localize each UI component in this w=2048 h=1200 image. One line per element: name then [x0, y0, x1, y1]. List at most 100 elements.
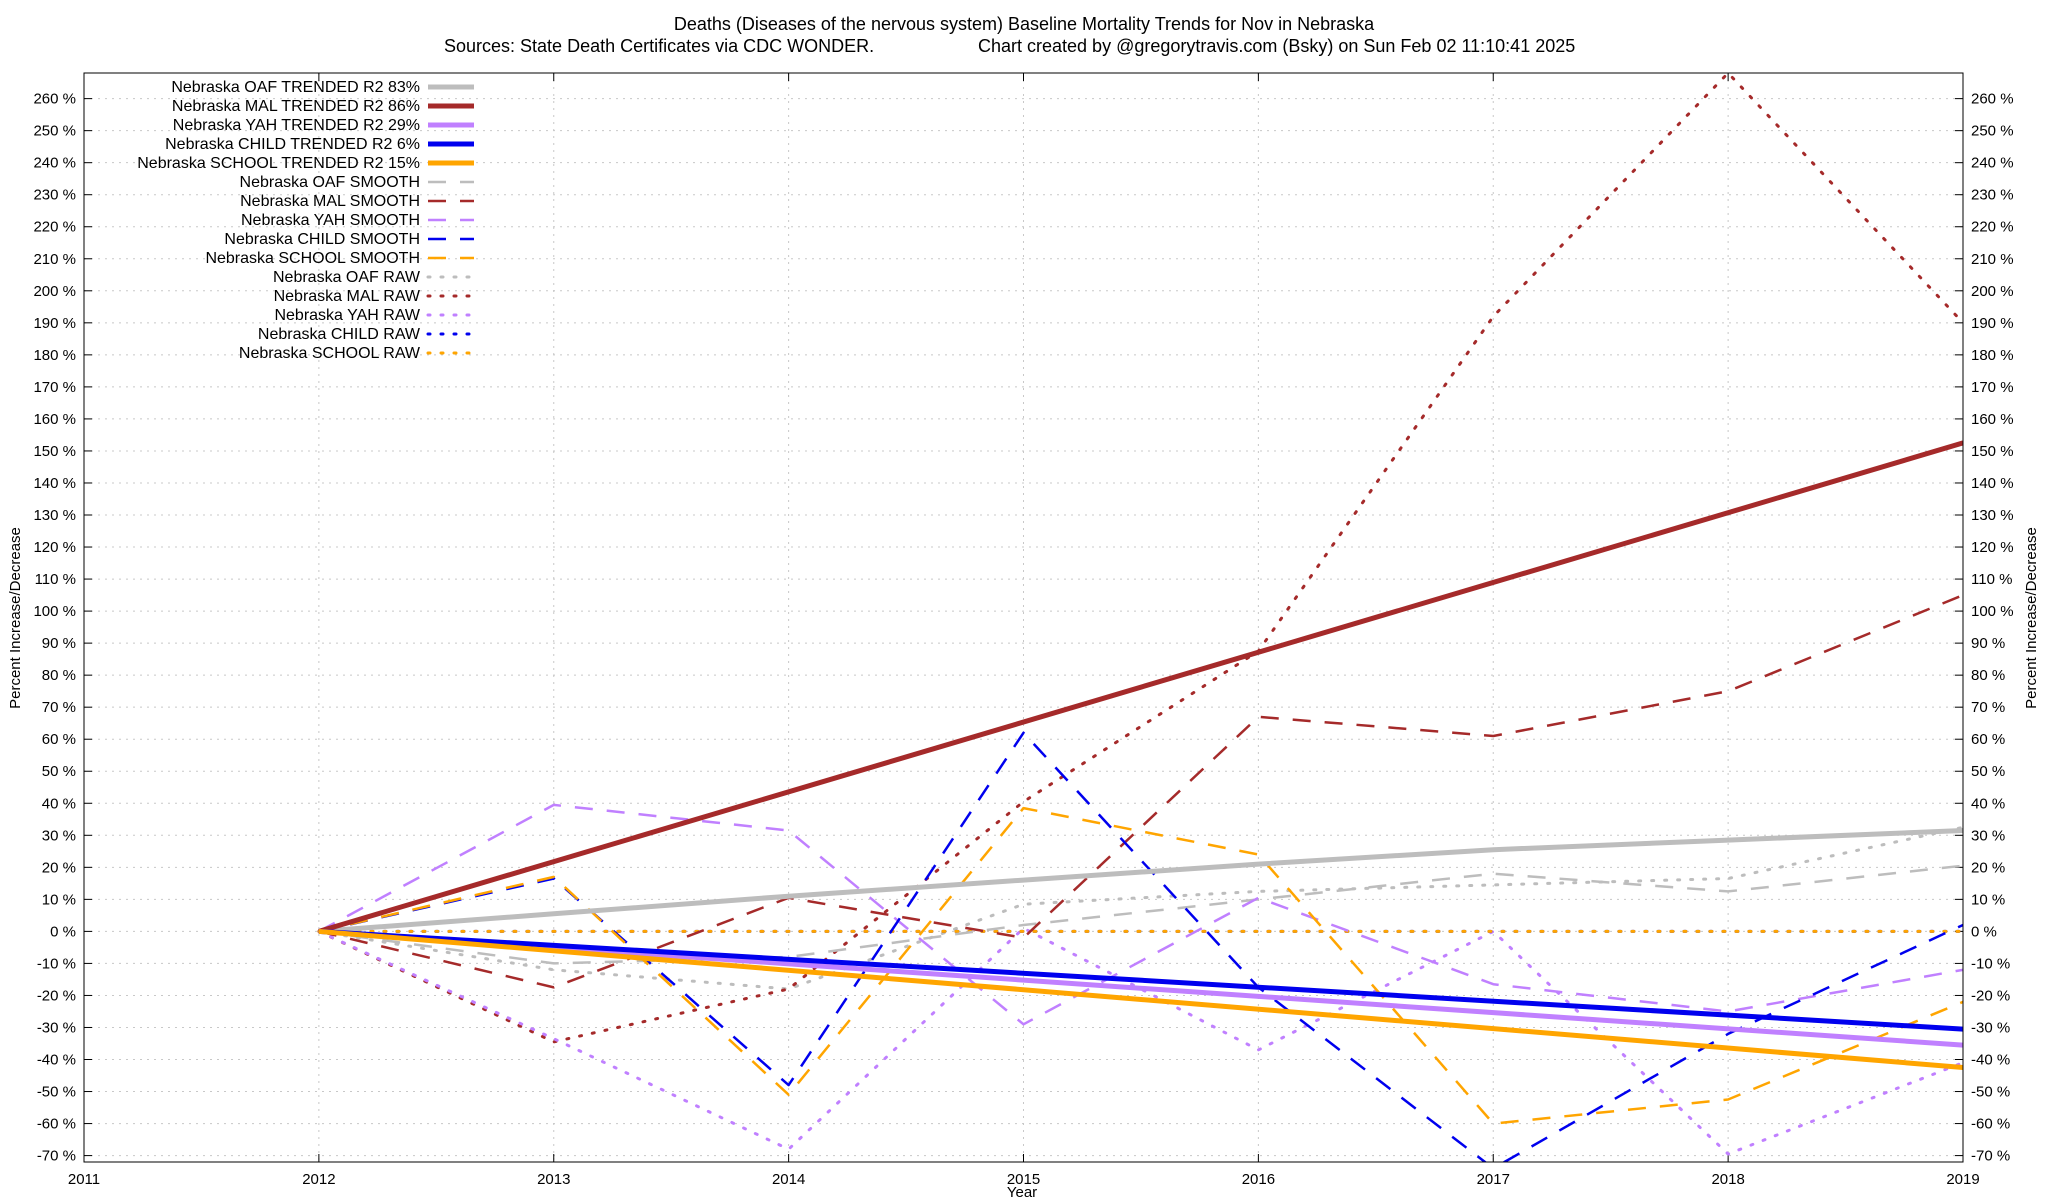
y-tick-label-left: 150 % — [33, 443, 76, 460]
legend-label: Nebraska OAF TRENDED R2 83% — [171, 79, 420, 96]
x-tick-label: 2016 — [1242, 1171, 1275, 1188]
legend-label: Nebraska YAH SMOOTH — [241, 212, 420, 229]
x-tick-label: 2018 — [1711, 1171, 1744, 1188]
y-tick-label-left: 50 % — [42, 763, 76, 780]
y-tick-label-right: 230 % — [1971, 187, 2014, 204]
y-tick-label-left: 80 % — [42, 667, 76, 684]
x-tick-label: 2011 — [68, 1171, 100, 1188]
y-tick-label-right: 250 % — [1971, 123, 2014, 140]
y-tick-label-right: 160 % — [1971, 411, 2014, 428]
y-tick-label-left: 190 % — [33, 315, 76, 332]
legend-label: Nebraska CHILD SMOOTH — [224, 231, 420, 248]
legend-label: Nebraska OAF SMOOTH — [240, 174, 420, 191]
y-tick-label-left: 130 % — [33, 507, 76, 524]
legend-label: Nebraska MAL SMOOTH — [240, 193, 420, 210]
series-nebraska-mal-trended-r2-86 — [318, 440, 1963, 934]
series-nebraska-mal-smooth — [318, 593, 1963, 989]
y-tick-label-left: 10 % — [42, 891, 76, 908]
legend: Nebraska OAF TRENDED R2 83% Nebraska MAL … — [137, 79, 476, 362]
y-tick-label-right: 130 % — [1971, 507, 2014, 524]
y-tick-label-right: 40 % — [1971, 795, 2005, 812]
x-tick-label: 2013 — [537, 1171, 570, 1188]
y-tick-label-left: 260 % — [33, 91, 76, 108]
y-tick-label-right: 60 % — [1971, 731, 2005, 748]
y-tick-label-left: -60 % — [37, 1116, 76, 1133]
series-nebraska-oaf-trended-r2-83 — [318, 828, 1963, 934]
y-tick-label-left: 30 % — [42, 827, 76, 844]
chart-title: Deaths (Diseases of the nervous system) … — [674, 14, 1375, 34]
x-tick-label: 2012 — [302, 1171, 335, 1188]
series-nebraska-oaf-raw — [317, 825, 1963, 991]
y-tick-label-left: 20 % — [42, 859, 76, 876]
y-tick-label-right: 190 % — [1971, 315, 2014, 332]
series-nebraska-school-trended-r2-15 — [318, 928, 1963, 1070]
series-nebraska-yah-trended-r2-29 — [318, 928, 1963, 1048]
y-tick-label-right: 0 % — [1971, 923, 1997, 940]
plot-frame — [83, 72, 1964, 1163]
y-tick-label-left: 230 % — [33, 187, 76, 204]
y-tick-label-left: -30 % — [37, 1019, 76, 1036]
y-tick-label-left: 90 % — [42, 635, 76, 652]
y-tick-label-left: 140 % — [33, 475, 76, 492]
series-nebraska-yah-raw — [317, 926, 1963, 1156]
legend-label: Nebraska YAH TRENDED R2 29% — [173, 117, 420, 134]
x-tick-label: 2015 — [1007, 1171, 1040, 1188]
y-tick-label-right: 200 % — [1971, 283, 2014, 300]
y-tick-label-right: 90 % — [1971, 635, 2005, 652]
legend-label: Nebraska MAL RAW — [274, 288, 421, 305]
x-tick-label: 2014 — [772, 1171, 805, 1188]
legend-label: Nebraska SCHOOL TRENDED R2 15% — [137, 155, 420, 172]
y-tick-label-left: 220 % — [33, 219, 76, 236]
y-tick-label-left: 110 % — [35, 571, 76, 588]
y-tick-label-right: 20 % — [1971, 859, 2005, 876]
y-tick-label-left: -70 % — [37, 1148, 76, 1165]
y-tick-label-right: 70 % — [1971, 699, 2005, 716]
legend-label: Nebraska SCHOOL SMOOTH — [205, 250, 420, 267]
series-nebraska-child-trended-r2-6 — [318, 928, 1963, 1032]
y-tick-label-right: 100 % — [1971, 603, 2014, 620]
x-axis-label: Year — [1007, 1184, 1037, 1200]
y-tick-label-right: 170 % — [1971, 379, 2014, 396]
x-tick-label: 2017 — [1477, 1171, 1510, 1188]
y-tick-label-right: 110 % — [1971, 571, 2012, 588]
y-tick-label-right: 120 % — [1971, 539, 2014, 556]
legend-label: Nebraska MAL TRENDED R2 86% — [172, 98, 420, 115]
y-tick-label-left: -40 % — [37, 1052, 76, 1069]
y-tick-label-right: 220 % — [1971, 219, 2014, 236]
y-tick-label-right: 140 % — [1971, 475, 2014, 492]
chart-subtitle-sources: Sources: State Death Certificates via CD… — [444, 36, 874, 56]
y-tick-label-right: -30 % — [1971, 1019, 2010, 1036]
y-tick-label-right: 80 % — [1971, 667, 2005, 684]
grid — [83, 73, 1964, 1162]
y-tick-label-left: 210 % — [33, 251, 76, 268]
y-tick-label-left: 40 % — [42, 795, 76, 812]
y-axis-label-right: Percent Increase/Decrease — [2023, 527, 2040, 709]
y-tick-label-left: -50 % — [37, 1084, 76, 1101]
y-tick-label-right: -20 % — [1971, 987, 2010, 1004]
legend-label: Nebraska OAF RAW — [273, 269, 421, 286]
y-tick-label-right: 260 % — [1971, 91, 2014, 108]
y-tick-label-right: 150 % — [1971, 443, 2014, 460]
legend-label: Nebraska SCHOOL RAW — [239, 345, 421, 362]
legend-label: Nebraska CHILD TRENDED R2 6% — [165, 136, 420, 153]
x-tick-label: 2019 — [1946, 1171, 1979, 1188]
y-tick-label-right: 180 % — [1971, 347, 2014, 364]
y-tick-label-left: 70 % — [42, 699, 76, 716]
chart-subtitle-credit: Chart created by @gregorytravis.com (Bsk… — [978, 36, 1575, 56]
y-tick-label-right: 50 % — [1971, 763, 2005, 780]
legend-label: Nebraska YAH RAW — [274, 307, 420, 324]
y-tick-label-left: 160 % — [33, 411, 76, 428]
y-tick-label-left: 240 % — [33, 155, 76, 172]
series-lines — [317, 73, 1963, 1162]
axis-ticks: -70 % -70 % -60 % -60 % -50 % -50 % -40 % -40 %… — [33, 73, 2014, 1188]
series-nebraska-mal-raw — [317, 73, 1963, 1044]
y-tick-label-left: 180 % — [33, 347, 76, 364]
y-tick-label-right: -40 % — [1971, 1052, 2010, 1069]
y-tick-label-right: -70 % — [1971, 1148, 2010, 1165]
series-nebraska-oaf-smooth — [318, 864, 1963, 965]
legend-label: Nebraska CHILD RAW — [258, 326, 421, 343]
y-tick-label-left: 0 % — [50, 923, 76, 940]
y-tick-label-left: 120 % — [33, 539, 76, 556]
